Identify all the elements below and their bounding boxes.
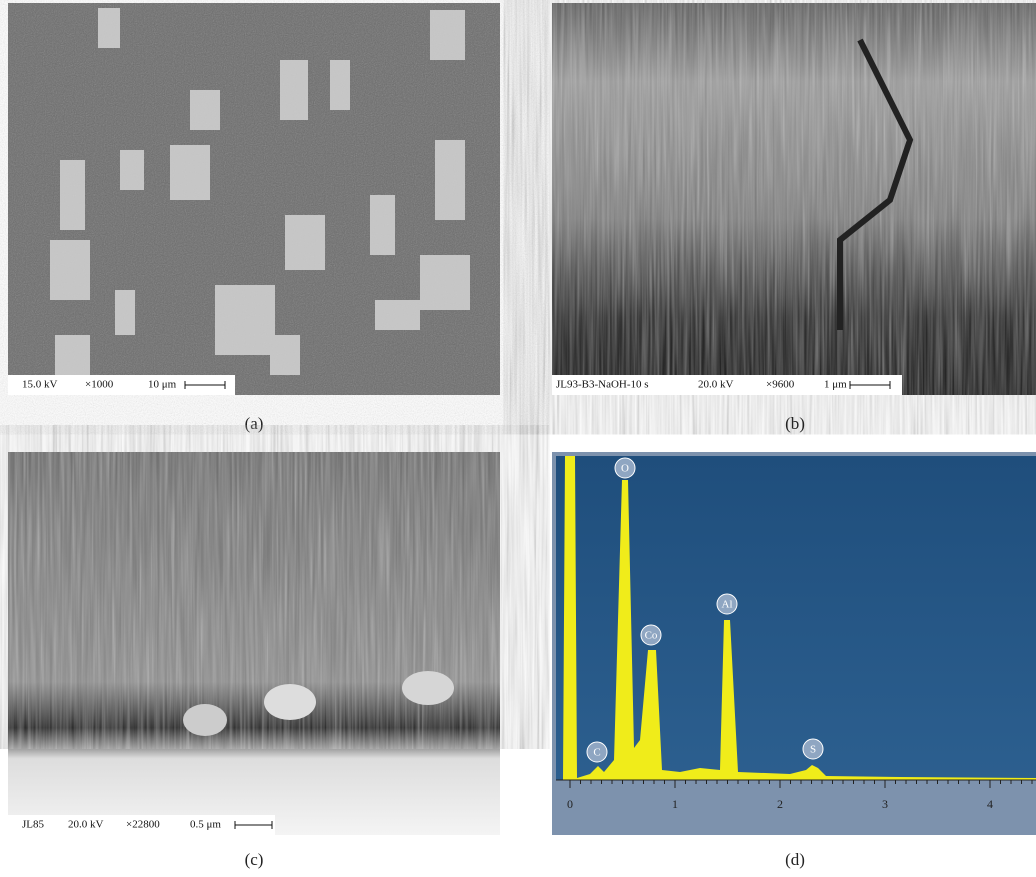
scale-length: 1 μm	[824, 379, 847, 391]
sample-id: JL93-B3-NaOH-10 s	[556, 379, 649, 391]
figure: 15.0 kV ×1000 10 μm (a) JL93-B3-NaOH-10 …	[0, 0, 1036, 877]
caption: (d)	[785, 850, 805, 869]
peak-label: S	[810, 744, 816, 756]
scale-length: 10 μm	[148, 379, 177, 391]
x-tick-label: 3	[882, 797, 888, 811]
scale-length: 0.5 μm	[190, 819, 221, 831]
panel-a: 15.0 kV ×1000 10 μm (a)	[8, 3, 500, 433]
peak-label: C	[593, 747, 600, 759]
x-tick-label: 2	[777, 797, 783, 811]
x-tick-label: 1	[672, 797, 678, 811]
panel-b: JL93-B3-NaOH-10 s 20.0 kV ×9600 1 μm (b)	[552, 3, 1036, 433]
panel-c: JL85 20.0 kV ×22800 0.5 μm (c)	[8, 452, 500, 869]
voltage: 15.0 kV	[22, 379, 58, 391]
peak-label: Al	[722, 599, 733, 611]
caption: (a)	[245, 414, 264, 433]
magnification: ×9600	[766, 379, 795, 391]
particle	[183, 704, 227, 736]
caption: (b)	[785, 414, 805, 433]
sample-id: JL85	[22, 819, 45, 831]
voltage: 20.0 kV	[68, 819, 104, 831]
particle	[264, 684, 316, 720]
voltage: 20.0 kV	[698, 379, 734, 391]
caption: (c)	[245, 850, 264, 869]
x-tick-label: 4	[987, 797, 993, 811]
panel-d: 0 1 2 3 4 O Co Al C S (d)	[552, 452, 1036, 869]
peak-label: Co	[645, 630, 658, 642]
peak-label: O	[621, 463, 629, 475]
x-tick-label: 0	[567, 797, 573, 811]
magnification: ×1000	[85, 379, 114, 391]
texture	[552, 3, 1036, 395]
magnification: ×22800	[126, 819, 160, 831]
particle	[402, 671, 454, 705]
